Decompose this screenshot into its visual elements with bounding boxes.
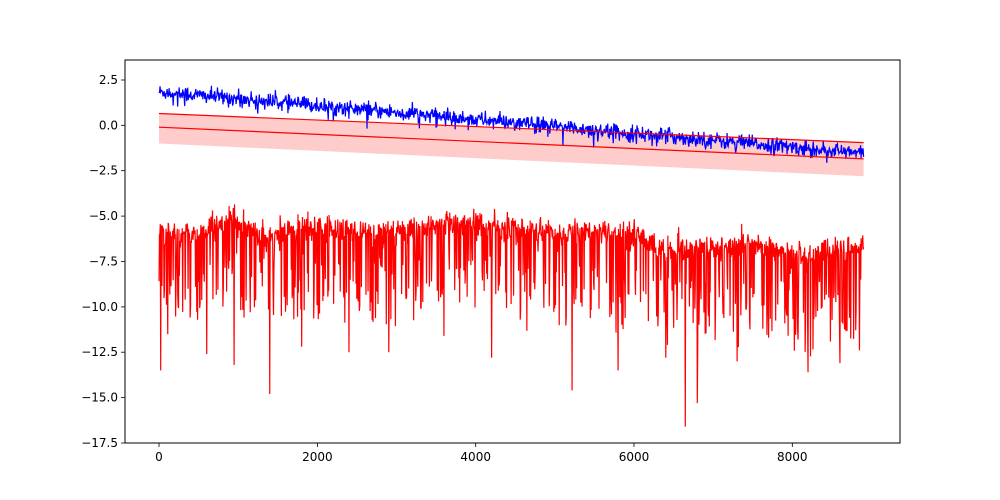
- y-tick-label: −12.5: [81, 345, 118, 359]
- y-tick-label: −15.0: [81, 391, 118, 405]
- y-tick-label: −2.5: [89, 164, 118, 178]
- x-tick-label: 0: [155, 450, 163, 464]
- x-tick-label: 2000: [302, 450, 333, 464]
- fit-center-line: [158, 126, 864, 160]
- data-layer: [158, 85, 865, 427]
- confidence-band-fill: [159, 113, 864, 177]
- x-axis: 0 2000 4000 6000 8000: [155, 443, 808, 464]
- y-axis: 2.5 0.0 −2.5 −5.0 −7.5 −10.0 −12.5 −15.0 −17.5: [81, 73, 125, 450]
- y-tick-label: −10.0: [81, 300, 118, 314]
- y-tick-label: −5.0: [89, 209, 118, 223]
- spiky-signal-line: [158, 204, 865, 427]
- noisy-signal-line: [158, 85, 865, 163]
- x-tick-label: 4000: [460, 450, 491, 464]
- y-tick-label: −7.5: [89, 255, 118, 269]
- y-tick-label: 0.0: [99, 118, 118, 132]
- x-tick-label: 8000: [777, 450, 808, 464]
- y-tick-label: −17.5: [81, 436, 118, 450]
- x-tick-label: 6000: [619, 450, 650, 464]
- y-tick-label: 2.5: [99, 73, 118, 87]
- fit-upper-line: [158, 112, 864, 144]
- plot-frame: [124, 59, 901, 444]
